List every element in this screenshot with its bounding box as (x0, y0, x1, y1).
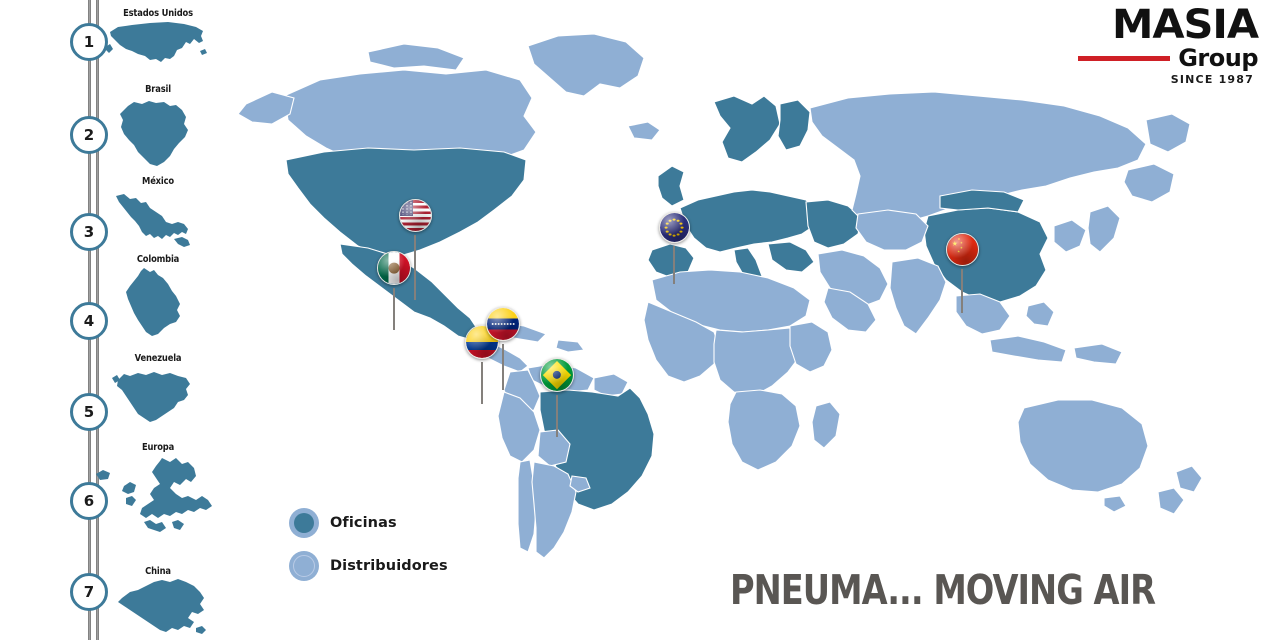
tagline: PNEUMA... MOVING AIR (730, 566, 1156, 614)
region-madagascar (811, 401, 841, 449)
region-southeast-asia (955, 293, 1011, 335)
region-southern-africa (727, 389, 801, 471)
timeline-node-7-number: 7 (83, 582, 95, 601)
timeline-node-6-number: 6 (83, 491, 95, 510)
country-timeline-sidebar: Estados Unidos 1 Brasil 2 México (0, 0, 228, 640)
brazil-flag-icon[interactable] (540, 358, 574, 392)
sidebar-label-5: Venezuela (134, 353, 182, 364)
usa-shape (104, 18, 208, 68)
timeline-node-3[interactable]: 3 (70, 213, 108, 251)
china-shape (110, 576, 210, 640)
brazil-shape (112, 96, 194, 172)
region-east-africa (789, 321, 833, 373)
timeline-node-6[interactable]: 6 (70, 482, 108, 520)
masia-group-logo: MASIA Group SINCE 1987 (1068, 5, 1259, 87)
region-korea-japan (1053, 219, 1087, 253)
region-arabia (823, 287, 877, 333)
timeline-node-2-number: 2 (83, 125, 95, 144)
region-peru-ecuador (497, 391, 541, 463)
sidebar-label-4: Colombia (136, 254, 180, 265)
region-kamchatka (1145, 113, 1191, 153)
timeline-node-1-number: 1 (83, 32, 95, 51)
legend-offices-marker-icon (289, 508, 319, 538)
timeline-node-1[interactable]: 1 (70, 23, 108, 61)
region-argentina (531, 461, 577, 559)
region-hispaniola (555, 339, 586, 353)
region-tasmania (1103, 495, 1127, 513)
venezuela-flag-icon[interactable] (486, 307, 520, 341)
logo-red-bar-icon (1078, 55, 1171, 61)
sidebar-label-1: Estados Unidos (123, 8, 193, 19)
region-eastern-europe (805, 199, 863, 249)
region-new-zealand (1175, 465, 1203, 493)
legend-distributors-label: Distribuidores (330, 558, 448, 574)
region-japan (1087, 205, 1121, 253)
region-western-europe (679, 189, 819, 253)
eu-flag-icon[interactable] (658, 212, 690, 243)
logo-second-row: Group (1068, 46, 1258, 70)
region-indonesia (989, 335, 1067, 363)
timeline-node-2[interactable]: 2 (70, 116, 108, 154)
region-australia (1017, 399, 1149, 493)
region-greenland (527, 33, 645, 97)
timeline-node-3-number: 3 (83, 222, 95, 241)
legend-offices-label: Oficinas (330, 515, 397, 531)
region-balkans (767, 241, 815, 273)
region-uk-ireland (657, 165, 685, 207)
logo-brand-name: MASIA (1111, 2, 1259, 48)
timeline-node-5-number: 5 (83, 402, 95, 421)
timeline-node-4-number: 4 (83, 311, 95, 330)
region-canada-arctic (367, 43, 465, 71)
legend-item-offices[interactable]: Oficinas (289, 508, 448, 538)
logo-since-text: SINCE 1987 (1170, 73, 1254, 87)
region-new-guinea (1073, 343, 1123, 365)
region-new-zealand-south (1157, 487, 1185, 515)
venezuela-shape (108, 366, 194, 428)
map-legend: Oficinas Distribuidores (289, 508, 448, 594)
region-far-east (1123, 163, 1175, 203)
china-flag-icon[interactable] (945, 233, 979, 266)
region-uruguay (569, 475, 591, 493)
region-scandinavia (713, 95, 781, 163)
sidebar-label-7: China (145, 566, 171, 577)
eu-stars-ring (664, 218, 684, 237)
europe-shape (92, 452, 218, 544)
region-alaska (237, 91, 295, 125)
region-russia (809, 91, 1147, 227)
mexico-flag-icon[interactable] (377, 251, 411, 285)
timeline-node-7[interactable]: 7 (70, 573, 108, 611)
region-finland-baltics (777, 99, 811, 151)
region-central-asia (855, 209, 929, 251)
us-flag-icon[interactable] (398, 199, 432, 232)
region-central-africa (713, 327, 805, 397)
legend-item-distributors[interactable]: Distribuidores (289, 551, 448, 581)
colombia-shape (114, 266, 188, 340)
region-india (889, 257, 947, 335)
sidebar-label-3: México (142, 176, 174, 187)
region-west-africa (643, 301, 721, 383)
legend-distributors-marker-icon (289, 551, 319, 581)
region-mongolia (939, 189, 1025, 213)
sidebar-label-6: Europa (141, 442, 175, 453)
world-map-svg (237, 33, 1203, 559)
region-philippines (1025, 301, 1055, 327)
sidebar-label-2: Brasil (145, 84, 171, 95)
region-iceland (627, 121, 661, 141)
logo-brand-sub: Group (1178, 44, 1258, 73)
timeline-node-5[interactable]: 5 (70, 393, 108, 431)
timeline-node-4[interactable]: 4 (70, 302, 108, 340)
mexico-shape (112, 190, 192, 252)
